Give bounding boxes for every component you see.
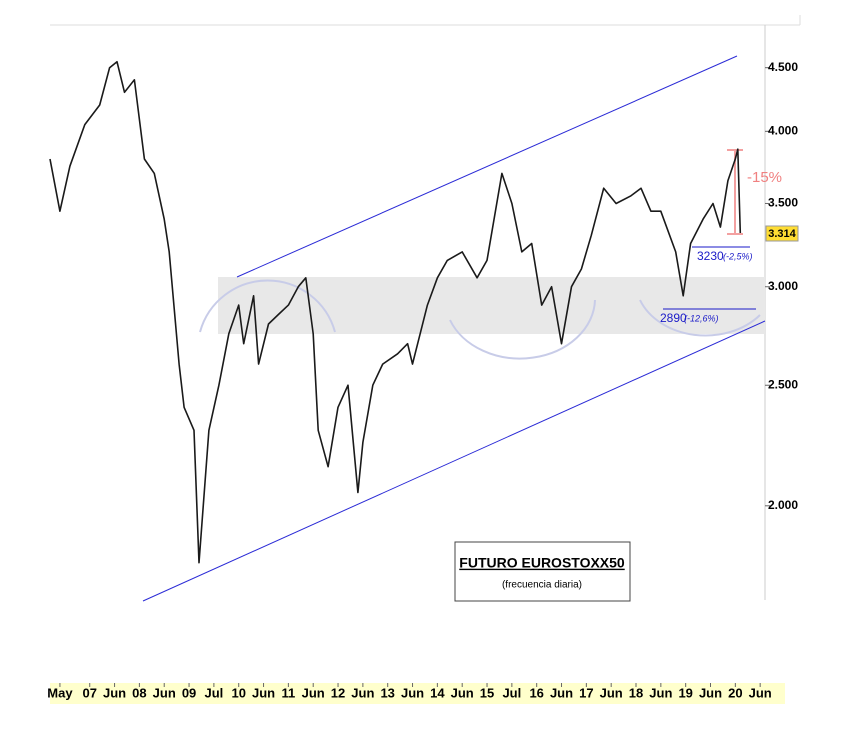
- x-tick-label: 13: [380, 685, 394, 700]
- last-value-label: 3.314: [768, 228, 796, 240]
- x-tick-label: Jun: [649, 685, 672, 700]
- x-tick-label: 18: [629, 685, 643, 700]
- x-tick-label: 20: [728, 685, 742, 700]
- x-tick-label: 15: [480, 685, 494, 700]
- x-tick-label: Jun: [600, 685, 623, 700]
- level-pct: (-2,5%): [723, 251, 753, 261]
- level-label: 3230: [697, 249, 724, 263]
- x-tick-label: Jun: [401, 685, 424, 700]
- channel-lower: [142, 320, 766, 602]
- x-tick-label: Jun: [550, 685, 573, 700]
- x-tick-label: Jun: [699, 685, 722, 700]
- x-tick-label: 14: [430, 685, 445, 700]
- chart-title: FUTURO EUROSTOXX50: [459, 555, 625, 571]
- x-tick-label: Jun: [153, 685, 176, 700]
- y-tick-label: 2.500: [768, 377, 798, 391]
- x-tick-label: 17: [579, 685, 593, 700]
- last-value-box: [765, 225, 799, 242]
- drop-bracket: [727, 149, 743, 235]
- x-tick-label: Jun: [351, 685, 374, 700]
- x-tick-label: 07: [82, 685, 96, 700]
- y-tick-label: 2.000: [768, 498, 798, 512]
- arc: [449, 299, 596, 360]
- x-tick-label: Jul: [502, 685, 521, 700]
- x-axis-band: [50, 683, 785, 704]
- x-tick-label: 16: [529, 685, 543, 700]
- y-tick-label: 4.000: [768, 123, 798, 137]
- y-tick-label: 4.500: [768, 60, 798, 74]
- arc: [639, 299, 761, 337]
- x-tick-label: Jul: [204, 685, 223, 700]
- drop-label: -15%: [747, 169, 782, 186]
- x-tick-label: Jun: [749, 685, 772, 700]
- y-tick-label: 3.000: [768, 279, 798, 293]
- channel-upper: [236, 55, 738, 278]
- x-tick-label: May: [47, 685, 73, 700]
- x-tick-label: 19: [678, 685, 692, 700]
- price-line: [49, 60, 742, 564]
- x-tick-label: 10: [231, 685, 245, 700]
- x-tick-label: Jun: [252, 685, 275, 700]
- x-tick-label: Jun: [103, 685, 126, 700]
- level-label: 2890: [660, 311, 687, 325]
- x-tick-label: 11: [282, 685, 296, 700]
- x-tick-label: Jun: [302, 685, 325, 700]
- chart-subtitle: (frecuencia diaria): [502, 580, 582, 591]
- x-tick-label: Jun: [451, 685, 474, 700]
- x-tick-label: 12: [331, 685, 345, 700]
- y-tick-label: 3.500: [768, 196, 798, 210]
- x-tick-label: 08: [132, 685, 146, 700]
- arc: [199, 279, 336, 333]
- x-tick-label: 09: [182, 685, 196, 700]
- title-box: [454, 541, 631, 602]
- level-pct: (-12,6%): [684, 313, 719, 323]
